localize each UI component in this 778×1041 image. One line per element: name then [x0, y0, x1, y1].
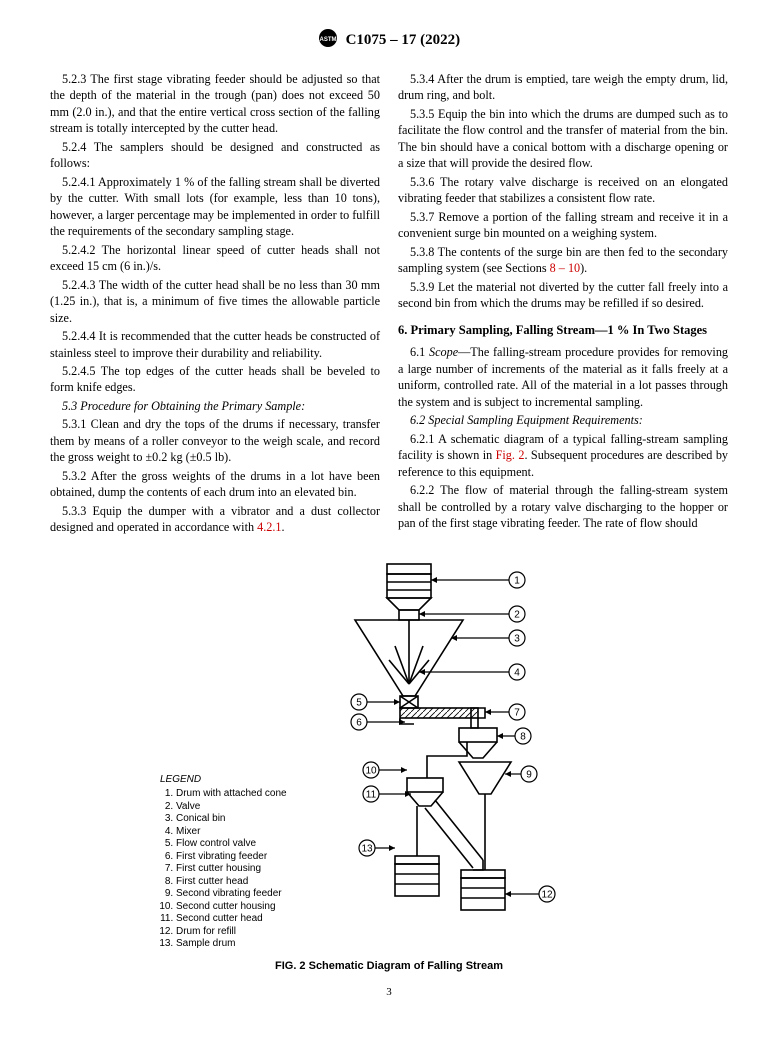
heading-6: 6. Primary Sampling, Falling Stream—1 % …	[398, 322, 728, 339]
para-6-2-2: 6.2.2 The flow of material through the f…	[398, 482, 728, 531]
svg-text:2: 2	[514, 609, 520, 620]
page-header: ASTM C1075 – 17 (2022)	[50, 28, 728, 53]
legend-item: Conical bin	[176, 813, 287, 826]
para-5-3-7: 5.3.7 Remove a portion of the falling st…	[398, 209, 728, 242]
legend-item: First vibrating feeder	[176, 851, 287, 864]
ref-4-2-1[interactable]: 4.2.1	[257, 520, 281, 534]
para-5-3-2: 5.3.2 After the gross weights of the dru…	[50, 468, 380, 501]
svg-text:10: 10	[365, 765, 377, 776]
svg-text:ASTM: ASTM	[319, 37, 336, 43]
para-5-2-4-4: 5.2.4.4 It is recommended that the cutte…	[50, 328, 380, 361]
designation: C1075 – 17 (2022)	[346, 32, 461, 48]
svg-text:12: 12	[541, 889, 553, 900]
page-number: 3	[50, 986, 728, 998]
para-6-1: 6.1 Scope—The falling-stream procedure p…	[398, 344, 728, 410]
svg-text:8: 8	[520, 731, 526, 742]
para-5-2-4-3: 5.2.4.3 The width of the cutter head sha…	[50, 277, 380, 326]
legend-title: LEGEND	[160, 774, 287, 787]
legend-item: First cutter housing	[176, 863, 287, 876]
legend-item: Drum for refill	[176, 926, 287, 939]
legend-item: Mixer	[176, 826, 287, 839]
para-5-3-1: 5.3.1 Clean and dry the tops of the drum…	[50, 416, 380, 465]
svg-text:7: 7	[514, 707, 520, 718]
right-column: 5.3.4 After the drum is emptied, tare we…	[398, 71, 728, 538]
figure-2: 1 2 3 4 5 6 7 8 9 10 11	[50, 556, 728, 972]
legend-item: Valve	[176, 801, 287, 814]
ref-fig-2[interactable]: Fig. 2	[496, 448, 525, 462]
legend-item: Second vibrating feeder	[176, 888, 287, 901]
legend-item: Second cutter housing	[176, 901, 287, 914]
svg-text:3: 3	[514, 633, 520, 644]
heading-6-2: 6.2 Special Sampling Equipment Requireme…	[398, 412, 728, 428]
svg-text:4: 4	[514, 667, 520, 678]
svg-text:6: 6	[356, 717, 362, 728]
svg-text:11: 11	[366, 789, 377, 800]
para-5-3-5: 5.3.5 Equip the bin into which the drums…	[398, 106, 728, 172]
legend-item: Sample drum	[176, 938, 287, 951]
para-5-3-9: 5.3.9 Let the material not diverted by t…	[398, 279, 728, 312]
figure-legend: LEGEND Drum with attached cone Valve Con…	[160, 774, 287, 951]
svg-text:5: 5	[356, 697, 362, 708]
para-5-2-4-1: 5.2.4.1 Approximately 1 % of the falling…	[50, 174, 380, 240]
para-6-2-1: 6.2.1 A schematic diagram of a typical f…	[398, 431, 728, 480]
left-column: 5.2.3 The first stage vibrating feeder s…	[50, 71, 380, 538]
legend-list: Drum with attached cone Valve Conical bi…	[160, 788, 287, 951]
para-5-3-6: 5.3.6 The rotary valve discharge is rece…	[398, 174, 728, 207]
para-5-2-3: 5.2.3 The first stage vibrating feeder s…	[50, 71, 380, 137]
legend-item: First cutter head	[176, 876, 287, 889]
para-5-3-8: 5.3.8 The contents of the surge bin are …	[398, 244, 728, 277]
astm-logo: ASTM	[318, 28, 338, 53]
figure-caption: FIG. 2 Schematic Diagram of Falling Stre…	[50, 960, 728, 972]
legend-item: Flow control valve	[176, 838, 287, 851]
para-5-3-4: 5.3.4 After the drum is emptied, tare we…	[398, 71, 728, 104]
svg-text:9: 9	[526, 769, 532, 780]
legend-item: Drum with attached cone	[176, 788, 287, 801]
para-5-2-4-5: 5.2.4.5 The top edges of the cutter head…	[50, 363, 380, 396]
para-5-2-4-2: 5.2.4.2 The horizontal linear speed of c…	[50, 242, 380, 275]
ref-sections-8-10[interactable]: 8 – 10	[550, 261, 580, 275]
para-5-2-4: 5.2.4 The samplers should be designed an…	[50, 139, 380, 172]
legend-item: Second cutter head	[176, 913, 287, 926]
heading-5-3: 5.3 Procedure for Obtaining the Primary …	[50, 398, 380, 414]
svg-text:1: 1	[514, 575, 520, 586]
svg-text:13: 13	[361, 843, 373, 854]
para-5-3-3: 5.3.3 Equip the dumper with a vibrator a…	[50, 503, 380, 536]
